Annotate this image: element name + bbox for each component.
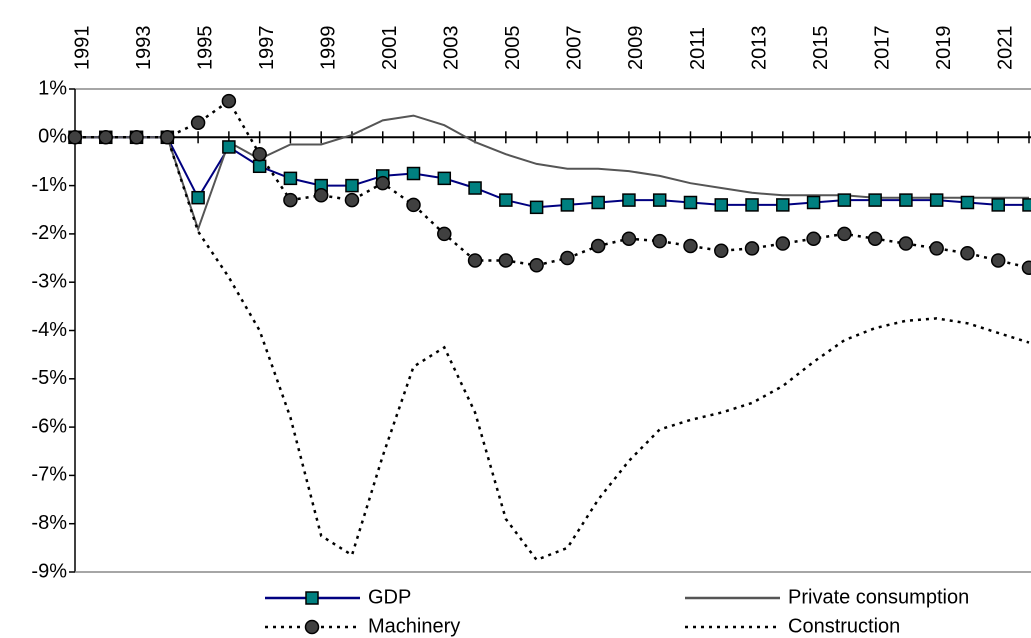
data-point — [683, 238, 698, 254]
data-point — [406, 197, 421, 213]
data-point — [683, 195, 698, 210]
series-line — [75, 114, 1029, 233]
y-tick-label: -6% — [31, 415, 67, 437]
data-point — [283, 171, 298, 186]
data-point — [437, 171, 452, 186]
legend-label: Machinery — [368, 615, 460, 637]
x-tick-label: 2015 — [810, 26, 832, 71]
data-point — [960, 195, 975, 210]
x-tick-label: 2021 — [995, 26, 1017, 71]
data-point — [406, 166, 421, 181]
data-point — [283, 192, 298, 208]
y-tick-label: -2% — [31, 222, 67, 244]
data-point — [344, 192, 360, 208]
data-point — [837, 226, 852, 242]
data-point — [560, 198, 575, 212]
x-tick-label: 1997 — [256, 26, 278, 71]
legend-label: Private consumption — [788, 586, 969, 608]
x-tick-label: 2013 — [748, 26, 770, 71]
data-point — [652, 233, 667, 249]
x-tick-label: 2019 — [933, 26, 955, 71]
data-point — [775, 236, 791, 251]
y-tick-label: 1% — [38, 77, 67, 99]
y-tick-label: -9% — [31, 560, 67, 582]
x-tick-label: 2009 — [625, 26, 647, 71]
data-point — [745, 198, 759, 212]
series-line — [75, 99, 1030, 269]
x-tick-label: 1995 — [194, 26, 216, 71]
data-point — [560, 250, 575, 266]
series-line — [75, 136, 1030, 562]
data-point — [67, 130, 83, 145]
y-tick-label: -3% — [31, 270, 67, 292]
data-point — [252, 146, 267, 162]
legend-label: Construction — [788, 615, 900, 637]
data-point — [837, 193, 852, 207]
data-point — [590, 238, 606, 254]
legend-label: GDP — [368, 586, 411, 608]
data-point — [190, 115, 206, 131]
y-tick-label: -1% — [31, 174, 67, 196]
data-point — [222, 140, 236, 154]
x-tick-label: 2003 — [441, 26, 463, 71]
data-point — [714, 243, 729, 259]
data-point — [591, 195, 605, 210]
data-point — [1021, 260, 1031, 275]
data-point — [252, 159, 267, 174]
data-point — [129, 130, 144, 145]
data-point — [191, 190, 205, 205]
x-tick-label: 1991 — [71, 26, 93, 71]
data-point — [806, 231, 821, 246]
data-point — [467, 253, 483, 268]
data-point — [652, 193, 667, 207]
data-point — [375, 175, 390, 191]
x-tick-label: 2017 — [871, 26, 893, 71]
data-point — [991, 198, 1005, 212]
data-point — [437, 226, 452, 242]
x-tick-label: 2001 — [379, 26, 401, 71]
x-tick-label: 1993 — [133, 26, 155, 71]
data-point — [622, 193, 636, 207]
data-point — [806, 195, 821, 210]
data-point — [345, 178, 359, 193]
data-point — [867, 231, 883, 246]
y-tick-label: -4% — [31, 319, 67, 341]
legend-marker — [305, 591, 319, 605]
data-point — [1022, 198, 1031, 212]
y-tick-label: -5% — [31, 367, 67, 389]
data-point — [929, 241, 944, 256]
data-point — [960, 245, 975, 261]
x-tick-label: 1999 — [317, 26, 339, 71]
y-tick-label: -8% — [31, 512, 67, 534]
data-point — [898, 236, 914, 251]
data-point — [498, 253, 514, 268]
data-point — [621, 231, 637, 246]
data-point — [529, 200, 544, 215]
data-point — [468, 181, 482, 195]
data-point — [990, 253, 1006, 268]
data-point — [98, 130, 114, 145]
data-point — [776, 198, 790, 212]
y-tick-label: 0% — [38, 126, 67, 148]
x-tick-label: 2005 — [502, 26, 524, 71]
y-tick-label: -7% — [31, 464, 67, 486]
data-point — [313, 188, 329, 203]
legend-marker — [304, 619, 320, 635]
data-point — [868, 193, 882, 207]
data-point — [160, 130, 175, 145]
data-point — [744, 241, 760, 256]
x-tick-label: 2007 — [564, 26, 586, 71]
data-point — [499, 193, 513, 207]
data-point — [929, 193, 944, 207]
data-point — [899, 193, 913, 207]
data-point — [714, 198, 729, 212]
data-point — [221, 93, 237, 109]
data-point — [529, 258, 544, 273]
x-tick-label: 2011 — [687, 27, 709, 70]
